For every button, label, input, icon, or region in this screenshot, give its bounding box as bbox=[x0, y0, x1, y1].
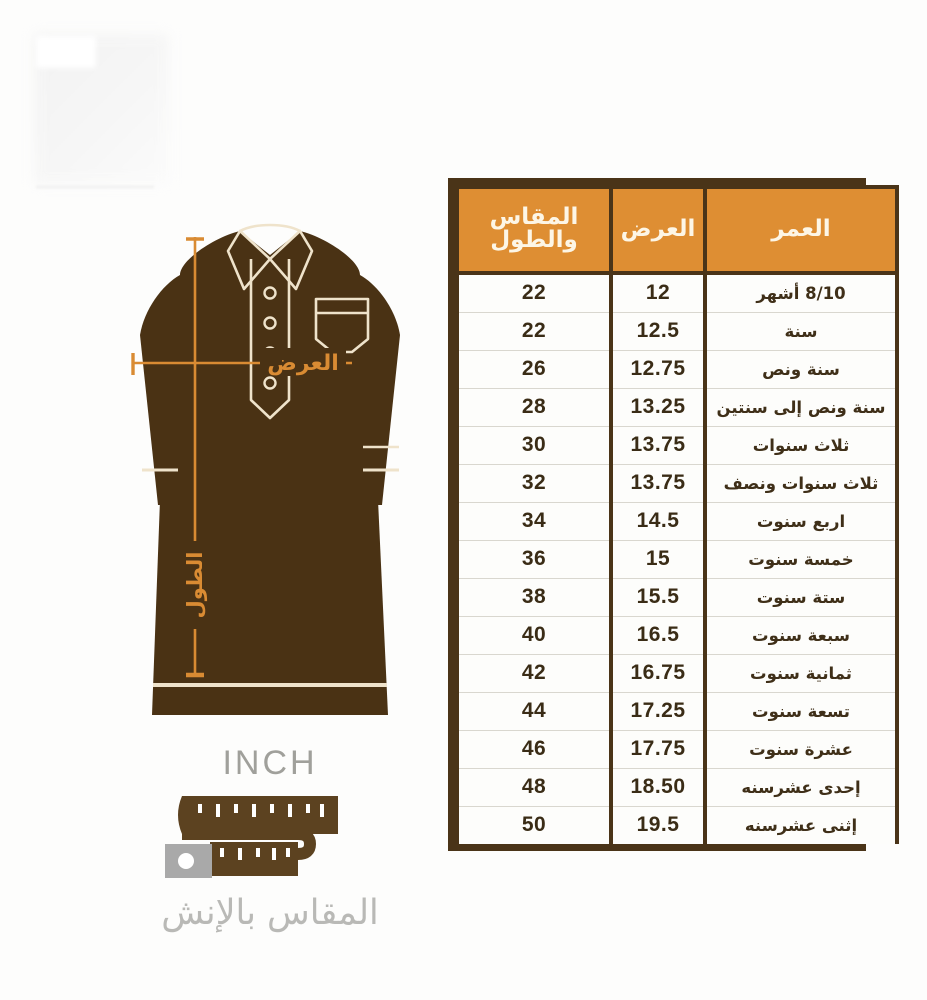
cell-size: 32 bbox=[455, 464, 613, 503]
cell-age: عشرة سنوت bbox=[703, 730, 899, 769]
size-chart-table: العمر العرض المقاس والطول 8/10 أشهر 12 22 س… bbox=[448, 178, 899, 851]
header-width: العرض bbox=[609, 185, 707, 275]
cell-width: 13.25 bbox=[609, 388, 707, 427]
cell-width: 13.75 bbox=[609, 426, 707, 465]
table-row: تسعة سنوت 17.25 44 bbox=[455, 692, 899, 731]
cell-width: 14.5 bbox=[609, 502, 707, 541]
cell-age: ثمانية سنوت bbox=[703, 654, 899, 693]
cell-size: 50 bbox=[455, 806, 613, 844]
cell-width: 13.75 bbox=[609, 464, 707, 503]
header-age: العمر bbox=[703, 185, 899, 275]
cell-age: اربع سنوت bbox=[703, 502, 899, 541]
table-row: خمسة سنوت 15 36 bbox=[455, 540, 899, 579]
cell-size: 46 bbox=[455, 730, 613, 769]
cell-size: 22 bbox=[455, 273, 613, 313]
cell-width: 18.50 bbox=[609, 768, 707, 807]
table-header-row: العمر العرض المقاس والطول bbox=[455, 185, 899, 275]
cell-size: 38 bbox=[455, 578, 613, 617]
measuring-tape-icon bbox=[120, 790, 420, 880]
watermark-artifact bbox=[34, 34, 169, 184]
length-label-text: الطول bbox=[183, 552, 207, 619]
cell-age: سبعة سنوت bbox=[703, 616, 899, 655]
thobe-illustration: العرض الطول bbox=[120, 215, 420, 735]
watermark-artifact-highlight bbox=[36, 36, 96, 68]
cell-width: 17.75 bbox=[609, 730, 707, 769]
table-row: ثمانية سنوت 16.75 42 bbox=[455, 654, 899, 693]
cell-size: 28 bbox=[455, 388, 613, 427]
cell-age: تسعة سنوت bbox=[703, 692, 899, 731]
table-row: ثلاث سنوات ونصف 13.75 32 bbox=[455, 464, 899, 503]
cell-width: 12 bbox=[609, 273, 707, 313]
cell-age: سنة ونص إلى سنتين bbox=[703, 388, 899, 427]
cell-age: سنة ونص bbox=[703, 350, 899, 389]
cell-width: 12.75 bbox=[609, 350, 707, 389]
table-row: ستة سنوت 15.5 38 bbox=[455, 578, 899, 617]
watermark-line bbox=[36, 186, 154, 188]
cell-size: 44 bbox=[455, 692, 613, 731]
cell-width: 15 bbox=[609, 540, 707, 579]
inch-unit-label: INCH bbox=[222, 744, 318, 782]
cell-age: ستة سنوت bbox=[703, 578, 899, 617]
cell-age: إحدى عشرسنه bbox=[703, 768, 899, 807]
cell-age: إثنى عشرسنه bbox=[703, 806, 899, 844]
cell-size: 30 bbox=[455, 426, 613, 465]
table-row: سنة 12.5 22 bbox=[455, 312, 899, 351]
cell-width: 12.5 bbox=[609, 312, 707, 351]
length-dimension-label: الطول bbox=[181, 541, 208, 629]
table-row: اربع سنوت 14.5 34 bbox=[455, 502, 899, 541]
cell-width: 16.75 bbox=[609, 654, 707, 693]
width-label-text: العرض bbox=[267, 351, 339, 376]
cell-age: خمسة سنوت bbox=[703, 540, 899, 579]
width-dimension-label: العرض bbox=[260, 348, 346, 376]
cell-width: 17.25 bbox=[609, 692, 707, 731]
cell-age: ثلاث سنوات ونصف bbox=[703, 464, 899, 503]
cell-size: 48 bbox=[455, 768, 613, 807]
cell-size: 42 bbox=[455, 654, 613, 693]
cell-size: 22 bbox=[455, 312, 613, 351]
cell-age: 8/10 أشهر bbox=[703, 273, 899, 313]
cell-width: 16.5 bbox=[609, 616, 707, 655]
table-row: سنة ونص إلى سنتين 13.25 28 bbox=[455, 388, 899, 427]
cell-age: ثلاث سنوات bbox=[703, 426, 899, 465]
cell-size: 34 bbox=[455, 502, 613, 541]
table-row: عشرة سنوت 17.75 46 bbox=[455, 730, 899, 769]
table-row: سنة ونص 12.75 26 bbox=[455, 350, 899, 389]
cell-size: 40 bbox=[455, 616, 613, 655]
cell-width: 15.5 bbox=[609, 578, 707, 617]
cell-size: 26 bbox=[455, 350, 613, 389]
table-row: سبعة سنوت 16.5 40 bbox=[455, 616, 899, 655]
table-row: 8/10 أشهر 12 22 bbox=[455, 273, 899, 313]
table-row: إحدى عشرسنه 18.50 48 bbox=[455, 768, 899, 807]
table-row: إثنى عشرسنه 19.5 50 bbox=[455, 806, 899, 844]
inch-measurement-caption: المقاس بالإنش bbox=[161, 893, 379, 933]
cell-width: 19.5 bbox=[609, 806, 707, 844]
cell-age: سنة bbox=[703, 312, 899, 351]
cell-size: 36 bbox=[455, 540, 613, 579]
table-row: ثلاث سنوات 13.75 30 bbox=[455, 426, 899, 465]
header-size: المقاس والطول bbox=[455, 185, 613, 275]
